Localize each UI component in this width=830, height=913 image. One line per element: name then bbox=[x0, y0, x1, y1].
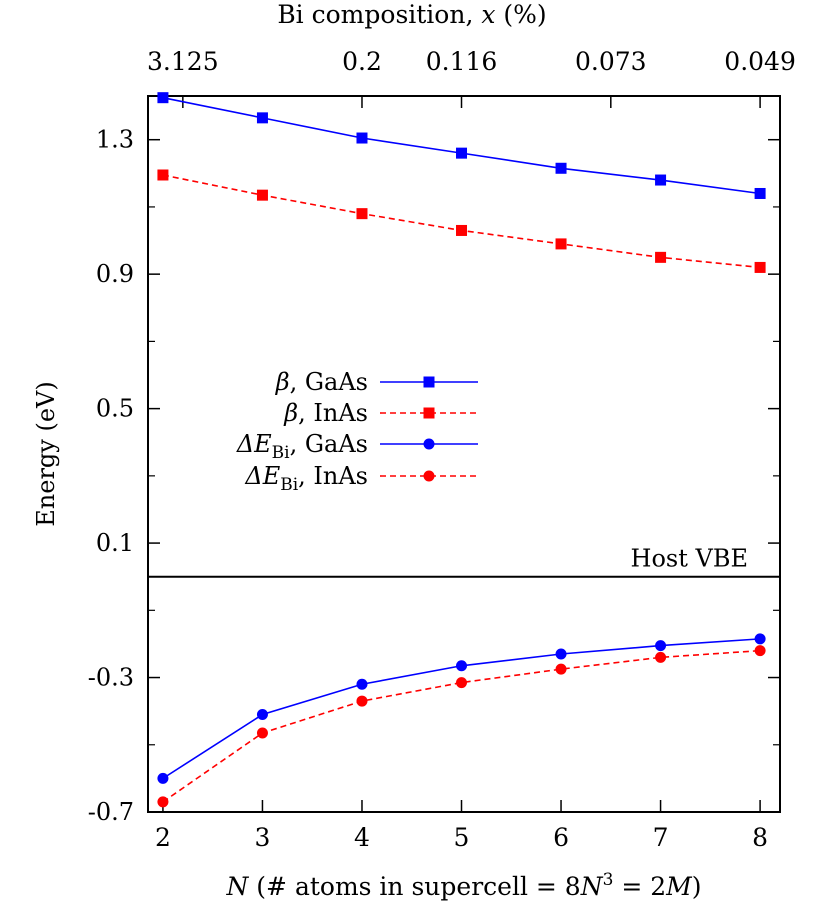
top-tick-label: 0.049 bbox=[724, 47, 796, 76]
series-line bbox=[162, 638, 761, 780]
top-tick-label: 3.125 bbox=[147, 47, 219, 76]
legend-marker bbox=[423, 407, 435, 419]
data-point bbox=[157, 772, 169, 784]
x-axis-label: N (# atoms in supercell = 8N3 = 2M) bbox=[225, 870, 701, 901]
legend-entry: ΔEBi, InAs bbox=[244, 462, 478, 495]
data-point bbox=[754, 261, 766, 273]
data-point bbox=[754, 633, 766, 645]
y-tick-label: 0.1 bbox=[96, 529, 134, 557]
data-point bbox=[456, 677, 468, 689]
series-1 bbox=[157, 169, 766, 273]
data-point bbox=[555, 648, 567, 660]
data-point bbox=[555, 162, 567, 174]
y-axis-ticks: 1.3 0.9 0.5 0.1 -0.3 -0.7 bbox=[88, 126, 780, 826]
data-point bbox=[356, 695, 368, 707]
data-point bbox=[555, 663, 567, 675]
data-point bbox=[655, 174, 667, 186]
x-tick-label: 3 bbox=[255, 823, 271, 852]
plot-frame bbox=[147, 95, 781, 813]
y-tick-label: -0.7 bbox=[88, 798, 134, 826]
x-tick-label: 2 bbox=[155, 823, 171, 852]
x-axis-ticks: 2 3 4 5 6 7 8 bbox=[155, 800, 768, 852]
legend-entry: ΔEBi, GaAs bbox=[236, 430, 478, 463]
x-tick-label: 7 bbox=[653, 823, 669, 852]
top-axis-title: Bi composition, x (%) bbox=[277, 0, 546, 29]
y-tick-label: 0.5 bbox=[96, 395, 134, 423]
data-point bbox=[356, 208, 368, 220]
data-point bbox=[256, 112, 268, 124]
y-tick-label: 1.3 bbox=[96, 126, 134, 154]
data-point bbox=[157, 169, 169, 181]
y-axis-label: Energy (eV) bbox=[32, 381, 60, 526]
data-point bbox=[456, 224, 468, 236]
top-tick-label: 0.116 bbox=[426, 47, 498, 76]
data-point bbox=[754, 187, 766, 199]
series-0 bbox=[157, 92, 766, 199]
plot-border bbox=[147, 95, 781, 813]
top-tick-label: 0.073 bbox=[575, 47, 647, 76]
data-point bbox=[256, 727, 268, 739]
data-point bbox=[157, 796, 169, 808]
data-point bbox=[356, 678, 368, 690]
series-line bbox=[162, 649, 761, 803]
legend-label: β, GaAs bbox=[275, 368, 368, 396]
series-3 bbox=[157, 645, 766, 808]
top-axis-ticks: 3.125 0.2 0.116 0.073 0.049 bbox=[147, 47, 796, 108]
data-point bbox=[655, 640, 667, 652]
data-point bbox=[356, 132, 368, 144]
legend-label: β, InAs bbox=[283, 399, 368, 427]
data-point bbox=[655, 251, 667, 263]
y-tick-label: 0.9 bbox=[96, 260, 134, 288]
data-point bbox=[456, 147, 468, 159]
legend-entry: β, InAs bbox=[283, 399, 478, 427]
series-2 bbox=[157, 633, 766, 784]
data-point bbox=[256, 709, 268, 721]
x-tick-label: 4 bbox=[354, 823, 370, 852]
series-line bbox=[162, 96, 761, 195]
legend-label: ΔEBi, GaAs bbox=[236, 430, 368, 463]
legend-marker bbox=[423, 470, 435, 482]
series-line bbox=[162, 174, 761, 269]
data-point bbox=[754, 645, 766, 657]
host-vbe-label: Host VBE bbox=[631, 545, 748, 573]
x-tick-label: 5 bbox=[454, 823, 470, 852]
y-tick-label: -0.3 bbox=[88, 664, 134, 692]
top-tick-label: 0.2 bbox=[342, 47, 382, 76]
legend-entry: β, GaAs bbox=[275, 368, 478, 396]
legend-marker bbox=[423, 438, 435, 450]
x-tick-label: 8 bbox=[752, 823, 768, 852]
data-point bbox=[555, 238, 567, 250]
series-layer bbox=[157, 92, 766, 808]
data-point bbox=[157, 92, 169, 104]
legend-marker bbox=[423, 376, 435, 388]
legend-label: ΔEBi, InAs bbox=[244, 462, 368, 495]
data-point bbox=[655, 651, 667, 663]
data-point bbox=[456, 660, 468, 672]
data-point bbox=[256, 189, 268, 201]
x-tick-label: 6 bbox=[553, 823, 569, 852]
